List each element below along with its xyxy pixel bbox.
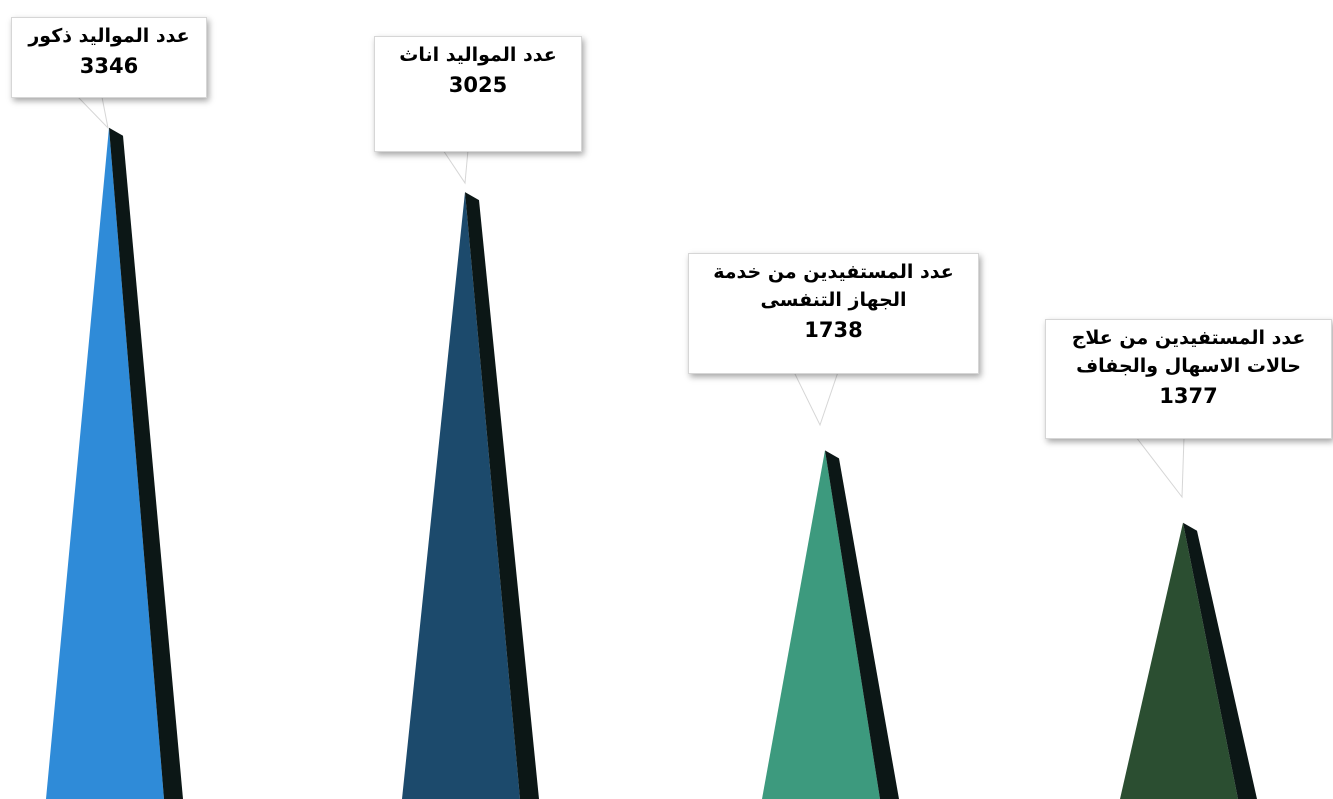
data-label-text: حالات الاسهال والجفاف (1076, 355, 1301, 377)
data-label-value: 3346 (79, 54, 139, 78)
pyramid-bar (762, 450, 880, 799)
data-label-value: 1738 (804, 318, 863, 342)
data-label-text: الجهاز التنفسى (760, 289, 907, 311)
pyramid-bar (46, 127, 164, 799)
data-label-text: عدد المستفيدين من خدمة (713, 261, 954, 283)
data-label-callout: عدد المستفيدين من علاج حالات الاسهال وال… (1045, 319, 1332, 439)
data-label-text: عدد المواليد اناث (399, 44, 557, 66)
data-label-text: عدد المستفيدين من علاج (1071, 327, 1306, 349)
pyramid-bar (402, 192, 520, 799)
data-label-callout: عدد المواليد اناث 3025 (374, 36, 582, 152)
pyramid-bar (1120, 522, 1238, 799)
pyramid-bar-shade (1183, 522, 1257, 799)
data-label-text: عدد المواليد ذكور (28, 25, 190, 47)
data-label-callout: عدد المستفيدين من خدمة الجهاز التنفسى 17… (688, 253, 979, 374)
data-label-value: 1377 (1159, 384, 1218, 408)
callout-pointer (442, 149, 469, 185)
pyramid-bar-shade (825, 450, 899, 799)
callout-pointer (1134, 436, 1185, 499)
pyramid-bar-shade (465, 192, 539, 799)
callout-pointer (76, 96, 109, 130)
data-label-value: 3025 (448, 73, 508, 97)
data-label-callout: عدد المواليد ذكور 3346 (11, 17, 207, 98)
pyramid-bar-shade (109, 127, 183, 799)
callout-pointer (793, 371, 839, 427)
